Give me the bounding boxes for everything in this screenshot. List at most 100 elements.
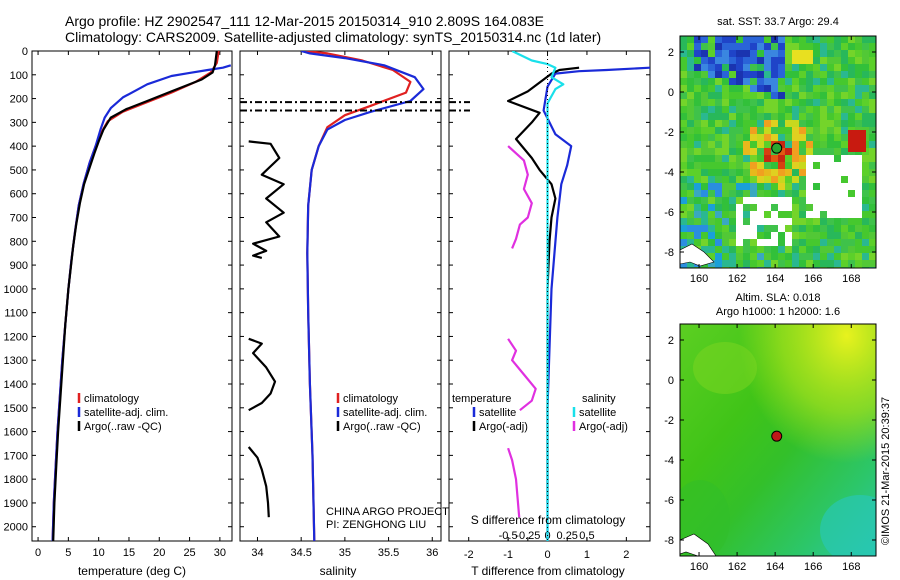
sst-cell	[792, 57, 799, 64]
imos-timestamp: ©IMOS 21-Mar-2015 20:39:37	[880, 396, 892, 545]
sst-cell	[743, 57, 750, 64]
sst-cell	[841, 218, 848, 225]
sst-cell	[806, 141, 813, 148]
sst-cell	[757, 211, 764, 218]
sst-cell	[799, 141, 806, 148]
sst-cell	[750, 239, 757, 246]
sst-cell	[708, 57, 715, 64]
sst-cell	[722, 197, 729, 204]
sst-cell	[813, 253, 820, 260]
argo-location-marker-sla	[771, 430, 783, 442]
sst-cell	[827, 218, 834, 225]
sst-cell	[806, 71, 813, 78]
sst-cell	[736, 36, 743, 43]
sst-cell	[827, 148, 834, 155]
sst-cell	[729, 106, 736, 113]
sst-cell	[841, 239, 848, 246]
sst-cell	[792, 225, 799, 232]
sst-cell	[827, 253, 834, 260]
sst-cell	[736, 246, 743, 253]
sst-cell	[834, 204, 841, 211]
sst-cell	[806, 127, 813, 134]
sst-cell	[743, 204, 750, 211]
sst-cell	[834, 36, 841, 43]
sst-cell	[729, 57, 736, 64]
sst-cell	[729, 211, 736, 218]
sst-cell	[841, 260, 848, 267]
sst-cell	[813, 36, 820, 43]
sst-cell	[862, 50, 869, 57]
sst-cell	[701, 155, 708, 162]
sst-cell	[757, 99, 764, 106]
sst-cell	[729, 183, 736, 190]
sst-cell	[806, 246, 813, 253]
sst-cell	[715, 218, 722, 225]
sst-cell	[855, 246, 862, 253]
sst-cell	[694, 50, 701, 57]
sst-cell	[687, 43, 694, 50]
sst-cell	[834, 218, 841, 225]
sst-cell	[813, 176, 820, 183]
legend-label: satellite	[579, 407, 616, 419]
sst-cell	[799, 260, 806, 267]
sst-cell	[806, 113, 813, 120]
sst-cell	[799, 50, 806, 57]
sst-cell	[827, 232, 834, 239]
sst-cell	[764, 50, 771, 57]
sst-cell	[869, 225, 876, 232]
sst-cell	[862, 64, 869, 71]
series-line-argo-raw-qc-	[52, 51, 218, 541]
sst-cell	[701, 162, 708, 169]
sst-cell	[701, 148, 708, 155]
sst-cell	[799, 232, 806, 239]
sst-cell	[729, 113, 736, 120]
sst-cell	[771, 183, 778, 190]
depth-tick-label: 1700	[4, 450, 28, 462]
sst-cell	[841, 78, 848, 85]
sst-cell	[855, 218, 862, 225]
sst-cell	[715, 43, 722, 50]
series-line-argo-adj-	[507, 145, 533, 249]
sst-cell	[715, 113, 722, 120]
sst-cell	[820, 113, 827, 120]
sst-cell	[736, 169, 743, 176]
sst-cell	[848, 211, 855, 218]
sst-cell	[778, 232, 785, 239]
sst-cell	[764, 57, 771, 64]
sst-cell	[687, 169, 694, 176]
sst-cell	[757, 176, 764, 183]
sst-cell	[729, 169, 736, 176]
sst-cell	[743, 169, 750, 176]
depth-tick-label: 1000	[4, 284, 28, 296]
sst-cell	[792, 120, 799, 127]
sst-cell	[715, 197, 722, 204]
sst-cell	[701, 211, 708, 218]
sst-cell	[701, 134, 708, 141]
sst-cell	[799, 106, 806, 113]
sst-cell	[855, 162, 862, 169]
sst-cell	[708, 64, 715, 71]
sst-cell	[687, 127, 694, 134]
sst-cell	[785, 190, 792, 197]
sst-cell	[757, 50, 764, 57]
sst-cell	[771, 106, 778, 113]
sst-cell	[757, 246, 764, 253]
legend-label: Argo(..raw -QC)	[84, 421, 162, 433]
sst-cell	[841, 253, 848, 260]
sst-cell	[806, 183, 813, 190]
sst-cell	[834, 176, 841, 183]
sst-cell	[806, 155, 813, 162]
sst-cell	[806, 232, 813, 239]
sst-cell	[757, 225, 764, 232]
sst-cell	[827, 169, 834, 176]
sst-cell	[785, 155, 792, 162]
sst-cell	[708, 218, 715, 225]
sst-cell	[757, 71, 764, 78]
sst-cell	[785, 50, 792, 57]
sst-cell	[729, 50, 736, 57]
sst-cell	[701, 141, 708, 148]
sst-cell	[715, 78, 722, 85]
sst-cell	[778, 99, 785, 106]
sst-cell	[827, 64, 834, 71]
sst-cell	[827, 99, 834, 106]
